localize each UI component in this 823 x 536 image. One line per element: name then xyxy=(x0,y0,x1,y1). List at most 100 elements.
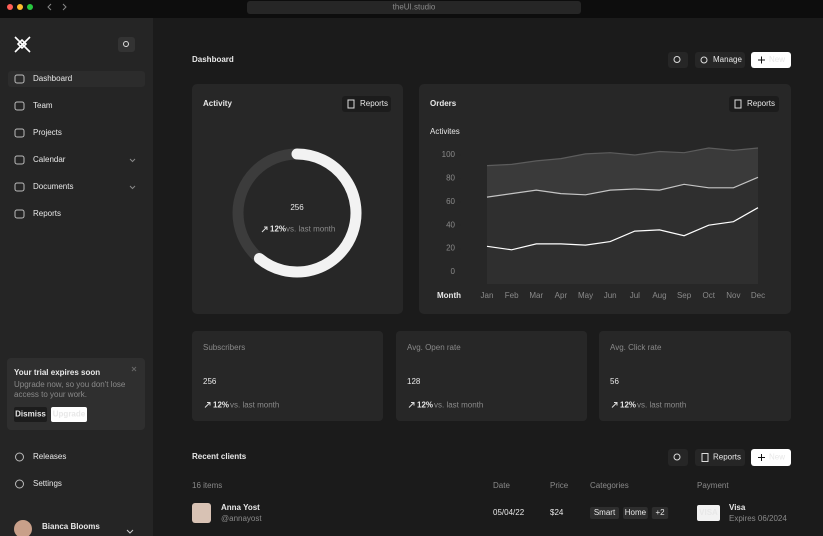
plus-icon xyxy=(758,454,765,461)
logo[interactable] xyxy=(14,36,31,53)
x-tick-label: Mar xyxy=(529,291,543,300)
nav-item: Documents xyxy=(33,182,73,191)
max-dot[interactable] xyxy=(27,4,33,10)
gear-icon xyxy=(700,56,708,64)
nav-icon xyxy=(14,101,25,111)
change-text: vs. last month xyxy=(434,401,483,410)
doc-icon xyxy=(734,99,742,109)
nav-arrows[interactable] xyxy=(47,3,67,11)
trial-close[interactable] xyxy=(131,366,137,372)
category-chip xyxy=(590,507,619,519)
doc-icon xyxy=(347,99,355,109)
x-tick-label: Apr xyxy=(555,291,568,300)
stat-label: Subscribers xyxy=(203,343,245,352)
clients-search[interactable] xyxy=(668,449,688,466)
change-text: vs. last month xyxy=(637,401,686,410)
nav-item: Dashboard xyxy=(33,74,72,83)
activity-card xyxy=(192,84,403,314)
section-title: Recent clients xyxy=(192,452,247,461)
min-dot[interactable] xyxy=(17,4,23,10)
y-tick-label: 20 xyxy=(446,244,455,253)
upgrade-button[interactable] xyxy=(51,407,87,422)
stat-label: Avg. Open rate xyxy=(407,343,461,352)
upgrade-label: Upgrade xyxy=(53,410,86,419)
payment-expiry: Expires 06/2024 xyxy=(729,514,787,523)
card-badge xyxy=(697,505,720,521)
reports-label: Reports xyxy=(747,99,775,108)
nav-item: Settings xyxy=(33,479,62,488)
dismiss-button[interactable] xyxy=(14,407,47,422)
change: 12% xyxy=(270,225,286,234)
up-arrow xyxy=(204,402,211,408)
stat-card xyxy=(599,331,791,421)
client-avatar xyxy=(192,503,211,523)
trial-text: access to your work. xyxy=(14,390,87,399)
x-tick-label: Nov xyxy=(726,291,740,300)
search-icon xyxy=(673,56,681,63)
category-label: +2 xyxy=(655,508,665,517)
change: 12% xyxy=(620,401,636,410)
url: theUI.studio xyxy=(393,3,436,12)
nav-active xyxy=(8,71,145,87)
nav-icon xyxy=(14,155,25,165)
nav-item: Team xyxy=(33,101,53,110)
user-avatar[interactable] xyxy=(14,520,32,536)
client-name: Anna Yost xyxy=(221,503,260,512)
column-header: Payment xyxy=(697,481,729,490)
nav-icon xyxy=(14,182,25,192)
card-title: Activity xyxy=(203,99,232,108)
stat-card xyxy=(192,331,383,421)
activity-value: 256 xyxy=(290,203,304,212)
user-name: Bianca Blooms xyxy=(42,522,100,531)
y-tick-label: 0 xyxy=(451,267,456,276)
column-header: Categories xyxy=(590,481,629,490)
nav-icon xyxy=(14,128,25,138)
url-bar[interactable] xyxy=(247,1,581,14)
payment-method: Visa xyxy=(729,503,746,512)
x-tick-label: Jul xyxy=(630,291,640,300)
series-area xyxy=(487,177,758,284)
y-tick-label: 60 xyxy=(446,197,455,206)
reports-label: Reports xyxy=(713,453,741,462)
header-search[interactable] xyxy=(668,52,688,68)
clients-new-button[interactable] xyxy=(751,449,791,466)
x-tick-label: Dec xyxy=(751,291,765,300)
card-brand: VISA xyxy=(699,508,718,517)
column-header: Date xyxy=(493,481,510,490)
series-line xyxy=(486,147,759,167)
page-title: Dashboard xyxy=(192,55,234,64)
stat-value: 256 xyxy=(203,377,217,386)
nav-item: Reports xyxy=(33,209,61,218)
series-line xyxy=(486,176,759,198)
y-tick-label: 40 xyxy=(446,220,455,229)
nav-chevron[interactable] xyxy=(129,185,136,190)
search-icon xyxy=(673,453,681,461)
y-tick-label: 100 xyxy=(442,150,456,159)
x-axis-title: Month xyxy=(437,291,461,300)
sidebar-search[interactable] xyxy=(118,37,135,52)
stat-value: 56 xyxy=(610,377,619,386)
nav-chevron[interactable] xyxy=(129,158,136,163)
item-count: 16 items xyxy=(192,481,222,490)
x-tick-label: May xyxy=(578,291,593,300)
client-price: $24 xyxy=(550,508,564,517)
up-arrow xyxy=(408,402,415,408)
x-tick-label: Oct xyxy=(703,291,716,300)
y-axis-title: Activites xyxy=(430,127,460,136)
category-label: Smart xyxy=(594,508,616,517)
user-menu-chevron[interactable] xyxy=(126,529,134,534)
y-tick-label: 80 xyxy=(446,174,455,183)
x-tick-label: Feb xyxy=(505,291,519,300)
close-dot[interactable] xyxy=(7,4,13,10)
nav-icon xyxy=(15,452,24,462)
nav-icon xyxy=(14,209,25,219)
new-button[interactable] xyxy=(751,52,791,68)
nav-item: Releases xyxy=(33,452,66,461)
nav-icon xyxy=(15,479,24,489)
category-chip xyxy=(651,507,669,519)
up-arrow xyxy=(261,226,268,233)
dismiss-label: Dismiss xyxy=(15,410,46,419)
manage-button[interactable] xyxy=(695,52,745,68)
